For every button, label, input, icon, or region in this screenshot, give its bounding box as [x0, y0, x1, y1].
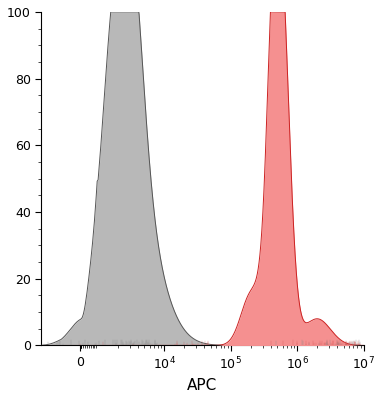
X-axis label: APC: APC	[187, 378, 217, 393]
